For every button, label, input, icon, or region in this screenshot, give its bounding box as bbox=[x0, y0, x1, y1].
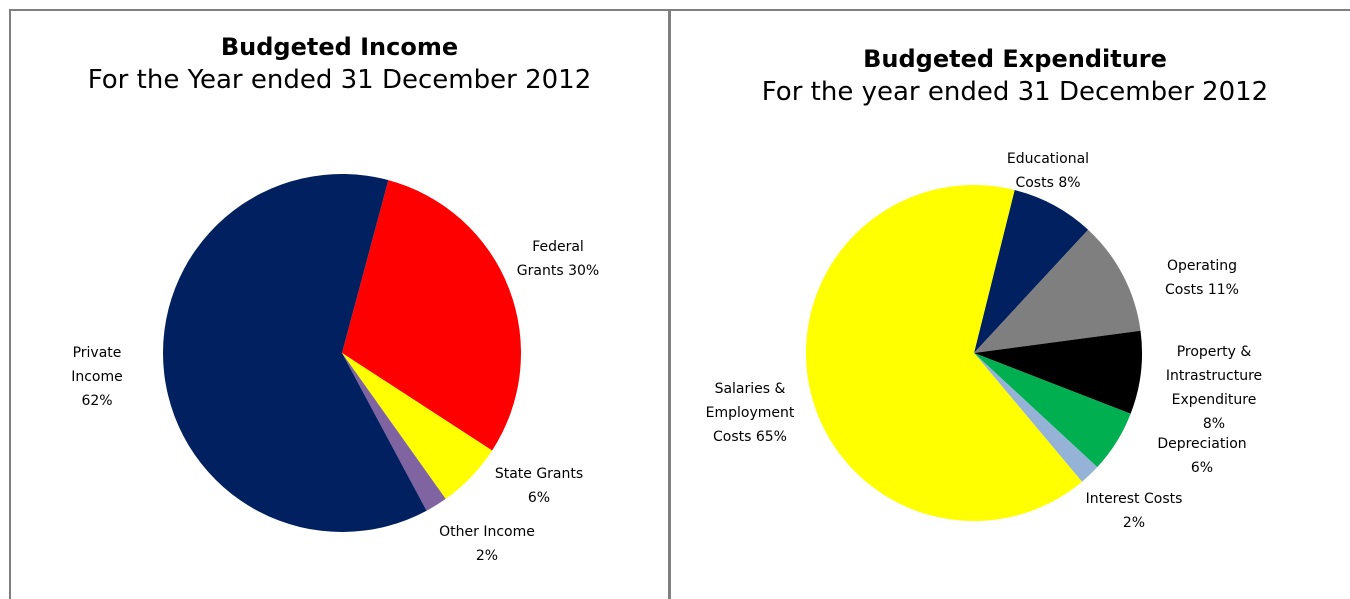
income-chart-title: Budgeted Income bbox=[220, 33, 459, 61]
expenditure-slice-4 bbox=[974, 353, 1098, 482]
income-slice-0 bbox=[342, 180, 521, 451]
expenditure-chart-title-block: Budgeted Expenditure For the year ended … bbox=[671, 43, 1350, 109]
expenditure-chart-title: Budgeted Expenditure bbox=[863, 45, 1167, 73]
expenditure-slice-label-3: Depreciation 6% bbox=[1157, 436, 1246, 476]
expenditure-chart-frame: Budgeted Expenditure For the year ended … bbox=[669, 9, 1350, 599]
expenditure-slice-1 bbox=[974, 229, 1141, 353]
income-slice-1 bbox=[342, 353, 493, 499]
income-chart-subtitle: For the Year ended 31 December 2012 bbox=[87, 65, 592, 95]
expenditure-slice-label-5: Salaries & Employment Costs 65% bbox=[706, 381, 795, 445]
income-pie-chart: Federal Grants 30% State Grants 6% Other Inc… bbox=[71, 174, 599, 564]
income-chart-frame: Budgeted Income For the Year ended 31 De… bbox=[9, 9, 670, 599]
income-slice-label-2: Other Income 2% bbox=[439, 524, 535, 564]
income-slice-label-1: State Grants 6% bbox=[495, 466, 583, 506]
expenditure-slice-label-2: Property & Intrastructure Expenditure 8% bbox=[1166, 344, 1262, 432]
expenditure-slice-2 bbox=[974, 330, 1142, 414]
income-slice-label-3: Private Income 62% bbox=[71, 345, 123, 409]
expenditure-slice-5 bbox=[806, 185, 1082, 521]
expenditure-pie-chart: Educational Costs 8% Operating Costs 11% Pro… bbox=[706, 151, 1263, 531]
expenditure-slice-0 bbox=[974, 189, 1089, 353]
income-slice-3 bbox=[163, 174, 427, 532]
expenditure-slice-label-4: Interest Costs 2% bbox=[1086, 491, 1183, 531]
income-slice-label-0: Federal Grants 30% bbox=[517, 239, 599, 279]
income-chart-title-block: Budgeted Income For the Year ended 31 De… bbox=[11, 31, 668, 97]
expenditure-chart-subtitle: For the year ended 31 December 2012 bbox=[761, 77, 1269, 107]
income-slice-2 bbox=[342, 353, 446, 511]
expenditure-slice-label-1: Operating Costs 11% bbox=[1165, 258, 1239, 298]
expenditure-slice-label-0: Educational Costs 8% bbox=[1007, 151, 1089, 191]
expenditure-slice-3 bbox=[974, 353, 1131, 468]
